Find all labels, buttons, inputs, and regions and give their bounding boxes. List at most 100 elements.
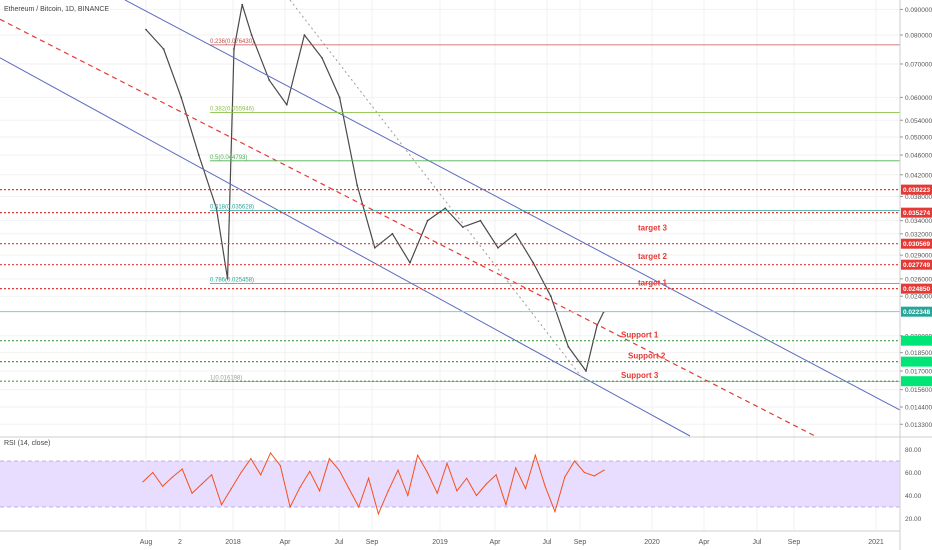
- y-tick-label: 0.014400: [905, 405, 932, 412]
- x-tick-label: Sep: [574, 539, 587, 546]
- support-price-badge: [901, 356, 932, 367]
- price-point: [567, 345, 570, 348]
- fib-level-label: 0.5(0.044793): [210, 155, 247, 161]
- rsi-tick-label: 60.00: [905, 470, 922, 477]
- target-label: target 3: [638, 223, 667, 232]
- price-point: [241, 3, 244, 6]
- fib-trendline: [289, 0, 586, 382]
- x-tick-label: Jul: [335, 539, 344, 546]
- rsi-tick-label: 20.00: [905, 516, 922, 523]
- support-label: Support 1: [621, 331, 659, 340]
- y-tick-label: 0.050000: [905, 134, 932, 141]
- y-tick-label: 0.017000: [905, 369, 932, 376]
- x-tick-label: 2018: [225, 539, 241, 546]
- rsi-point: [220, 504, 223, 506]
- price-point: [321, 56, 323, 59]
- price-point: [338, 96, 341, 99]
- rsi-point: [417, 454, 419, 456]
- price-point: [373, 246, 376, 249]
- y-tick-label: 0.015600: [905, 387, 932, 394]
- price-point: [409, 261, 411, 264]
- rsi-point: [269, 452, 272, 454]
- y-tick-label: 0.034000: [905, 218, 932, 225]
- x-tick-label: Apr: [280, 539, 292, 546]
- rsi-point: [515, 467, 517, 469]
- rsi-tick-label: 40.00: [905, 493, 922, 500]
- x-tick-label: Sep: [788, 539, 801, 546]
- fib-level-label: 0.382(0.055946): [210, 107, 254, 113]
- x-tick-label: 2: [178, 539, 182, 546]
- rsi-point: [407, 494, 409, 497]
- support-price-badge: [901, 376, 932, 387]
- resistance-price-badge: [901, 184, 932, 195]
- rsi-point: [495, 474, 497, 476]
- price-point: [479, 219, 482, 222]
- resistance-price-label: 0.024850: [903, 286, 930, 293]
- rsi-point: [279, 465, 281, 467]
- rsi-point: [603, 469, 605, 471]
- y-tick-label: 0.024000: [905, 294, 932, 301]
- rsi-point: [593, 475, 595, 477]
- rsi-point: [446, 462, 448, 464]
- rsi-band: [0, 461, 900, 507]
- channel-lower-line: [0, 57, 691, 437]
- rsi-point: [142, 481, 144, 483]
- rsi-point: [426, 471, 429, 474]
- rsi-point: [338, 469, 340, 471]
- price-point: [197, 154, 200, 156]
- price-point: [250, 34, 253, 36]
- rsi-pane: [0, 451, 900, 516]
- current-price-label: 0.022348: [903, 309, 930, 316]
- price-point: [444, 207, 447, 210]
- rsi-point: [436, 492, 438, 494]
- current-price-badge: [901, 306, 932, 317]
- rsi-point: [466, 477, 468, 479]
- x-tick-label: Jul: [543, 539, 552, 546]
- rsi-point: [318, 490, 321, 492]
- price-point: [532, 261, 535, 264]
- rsi-point: [309, 470, 311, 472]
- price-point: [356, 184, 359, 187]
- price-point: [303, 34, 306, 36]
- rsi-point: [377, 513, 380, 515]
- x-tick-label: 2019: [432, 539, 448, 546]
- rsi-point: [534, 454, 536, 456]
- rsi-point: [583, 471, 585, 474]
- price-point: [461, 226, 464, 229]
- fib-level-label: 0.786(0.025458): [210, 277, 254, 283]
- price-point: [585, 370, 587, 372]
- rsi-point: [397, 469, 399, 471]
- rsi-point: [524, 488, 527, 490]
- y-tick-label: 0.080000: [905, 32, 932, 39]
- resistance-price-label: 0.039223: [903, 187, 930, 194]
- price-point: [514, 232, 517, 235]
- price-point: [180, 96, 183, 99]
- fib-level-label: 1(0.016198): [210, 376, 242, 382]
- overlays: 0.236(0.076430) 0.382(0.055946) 0.5(0.0447…: [0, 0, 901, 437]
- rsi-point: [358, 506, 360, 508]
- x-tick-label: 2021: [868, 539, 884, 546]
- rsi-point: [456, 490, 458, 492]
- y-tick-label: 0.090000: [905, 7, 932, 14]
- support-label: Support 3: [621, 371, 659, 380]
- y-tick-label: 0.070000: [905, 61, 932, 68]
- rsi-point: [505, 504, 507, 506]
- channel-upper-line: [124, 0, 901, 411]
- price-point: [285, 103, 288, 106]
- fib-level-label: 0.236(0.076430): [210, 39, 254, 45]
- price-point: [549, 295, 552, 298]
- x-tick-label: Apr: [490, 539, 502, 546]
- price-pane: [145, 3, 605, 372]
- support-price-badge: [901, 335, 932, 346]
- rsi-point: [328, 458, 330, 460]
- resistance-price-badge: [901, 259, 932, 270]
- price-point: [215, 207, 218, 210]
- y-tick-label: 0.026000: [905, 276, 932, 283]
- resistance-price-badge: [901, 207, 932, 218]
- rsi-point: [554, 511, 556, 513]
- rsi-point: [171, 476, 174, 478]
- y-tick-label: 0.046000: [905, 153, 932, 160]
- rsi-tick-label: 80.00: [905, 447, 922, 454]
- rsi-point: [240, 471, 242, 474]
